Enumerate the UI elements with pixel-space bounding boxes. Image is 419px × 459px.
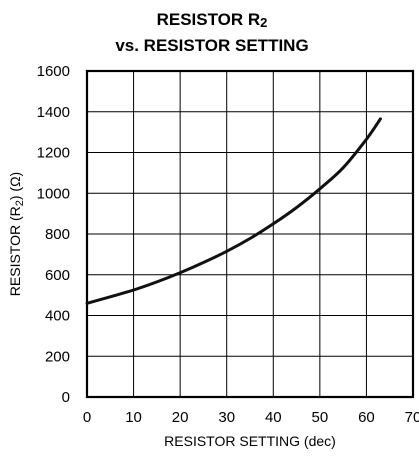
- y-tick-label: 400: [45, 308, 70, 325]
- y-tick-label: 1200: [37, 145, 70, 162]
- y-tick-label: 1600: [37, 63, 70, 80]
- y-tick-label: 1400: [37, 104, 70, 121]
- x-axis-label: RESISTOR SETTING (dec): [164, 433, 336, 449]
- y-tick-label: 1000: [37, 185, 70, 202]
- x-tick-label: 60: [358, 409, 375, 426]
- x-tick-label: 0: [83, 409, 91, 426]
- y-tick-labels: 0 200 400 600 800 1000 1200 1400 1600: [37, 63, 70, 406]
- x-tick-label: 30: [218, 409, 235, 426]
- x-tick-labels: 0 10 20 30 40 50 60 70: [83, 409, 419, 426]
- y-tick-label: 600: [45, 267, 70, 284]
- y-tick-label: 200: [45, 348, 70, 365]
- x-tick-label: 50: [312, 409, 329, 426]
- x-tick-label: 70: [405, 409, 419, 426]
- plot-frame: [85, 69, 415, 399]
- x-tick-label: 40: [265, 409, 282, 426]
- grid-lines: [87, 71, 413, 397]
- resistor-curve: [85, 117, 382, 305]
- chart-title-line2: vs. RESISTOR SETTING: [115, 36, 308, 55]
- y-tick-label: 0: [62, 389, 70, 406]
- chart-title-line1: RESISTOR R2: [157, 10, 268, 30]
- y-axis-label: RESISTOR (R2) (Ω): [7, 172, 26, 296]
- y-tick-label: 800: [45, 226, 70, 243]
- x-tick-label: 10: [125, 409, 142, 426]
- x-tick-label: 20: [172, 409, 189, 426]
